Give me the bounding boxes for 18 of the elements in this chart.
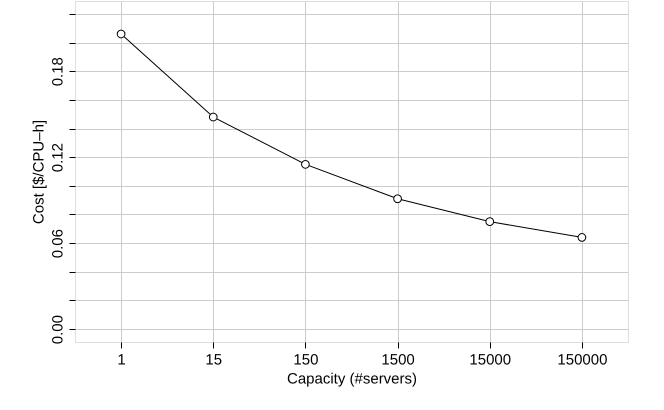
x-tick-label: 1500 [381, 352, 415, 368]
x-tick-label: 15 [205, 352, 222, 368]
point [301, 160, 310, 169]
x-axis-title: Capacity (#servers) [286, 370, 418, 388]
x-tick-label: 150 [293, 352, 318, 368]
point [578, 233, 586, 242]
y-tick-label: 0.00 [50, 315, 66, 344]
x-tick-label: 1 [117, 352, 126, 368]
point [208, 112, 218, 122]
x-tick-label: 150000 [557, 352, 608, 368]
point [116, 30, 126, 38]
y-axis-title: Cost [$/CPU–h] [30, 120, 48, 224]
x-tick-label: 15000 [469, 352, 512, 368]
point [485, 217, 494, 226]
y-tick-label: 0.06 [50, 229, 66, 258]
point [393, 194, 402, 204]
y-tick-label: 0.12 [50, 143, 66, 172]
y-tick-label: 0.18 [50, 57, 66, 86]
